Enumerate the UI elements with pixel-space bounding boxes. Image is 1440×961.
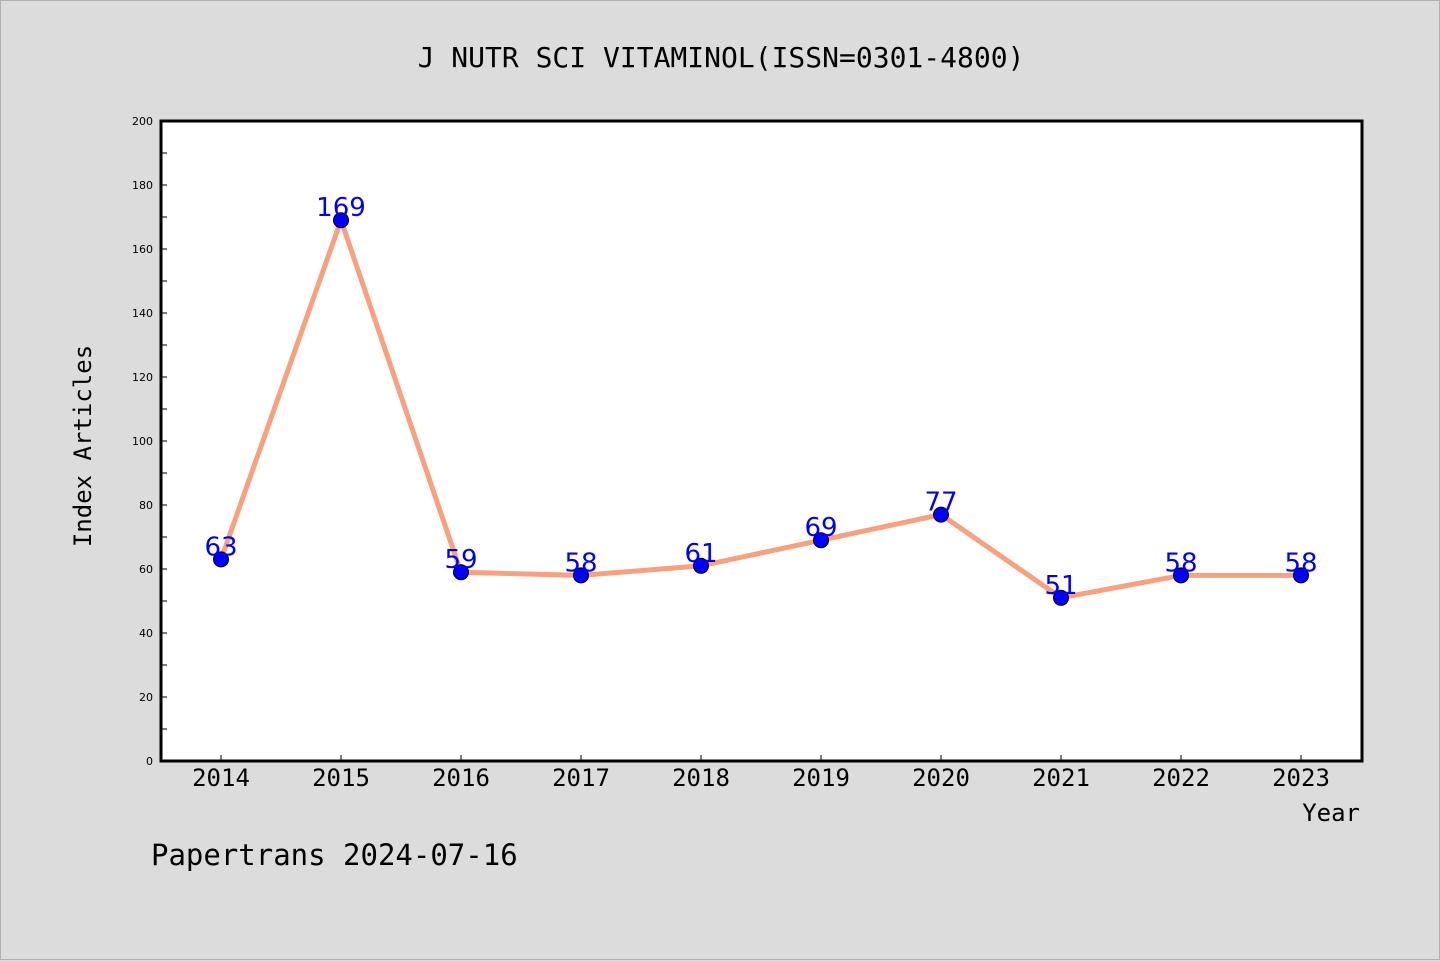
data-point bbox=[1053, 589, 1069, 606]
chart-title: J NUTR SCI VITAMINOL(ISSN=0301-4800) bbox=[418, 41, 1025, 74]
data-label: 69 bbox=[804, 513, 837, 543]
x-tick-label: 2021 bbox=[1032, 764, 1090, 792]
plot-area bbox=[159, 119, 1364, 763]
data-point bbox=[573, 567, 589, 584]
y-tick-label: 40 bbox=[139, 627, 153, 640]
series-line bbox=[218, 217, 1301, 601]
y-tick-label: 20 bbox=[139, 691, 153, 704]
y-tick-label: 80 bbox=[139, 499, 153, 512]
x-tick-label: 2016 bbox=[432, 764, 490, 792]
data-point bbox=[1173, 567, 1189, 584]
data-label: 61 bbox=[684, 539, 717, 569]
x-tick-label: 2020 bbox=[912, 764, 970, 792]
x-tick-label: 2022 bbox=[1152, 764, 1210, 792]
y-tick-label: 140 bbox=[132, 307, 153, 320]
y-tick-label: 160 bbox=[132, 243, 153, 256]
data-point bbox=[933, 506, 949, 523]
series-layer: 63 169 59 58 61 69 77 51 58 58 bbox=[204, 193, 1318, 606]
data-label: 63 bbox=[204, 532, 237, 562]
x-tick-label: 2019 bbox=[792, 764, 850, 792]
y-axis: 0 20 40 60 80 100 120 140 160 180 200 bbox=[132, 115, 167, 768]
data-label: 58 bbox=[564, 548, 597, 578]
y-axis-label: Index Articles bbox=[69, 345, 97, 547]
y-tick-label: 0 bbox=[146, 755, 153, 768]
x-tick-label: 2014 bbox=[192, 764, 250, 792]
data-label: 77 bbox=[924, 488, 957, 518]
y-tick-label: 120 bbox=[132, 371, 153, 384]
x-tick-label: 2018 bbox=[672, 764, 730, 792]
x-tick-label: 2015 bbox=[312, 764, 370, 792]
data-label: 58 bbox=[1284, 548, 1317, 578]
data-point bbox=[453, 564, 469, 581]
y-tick-label: 180 bbox=[132, 179, 153, 192]
x-tick-label: 2017 bbox=[552, 764, 610, 792]
data-point bbox=[1293, 567, 1309, 584]
data-label: 51 bbox=[1044, 571, 1077, 601]
x-axis: 2014 2015 2016 2017 2018 2019 2020 2021 2022 2023 bbox=[192, 755, 1330, 792]
data-point bbox=[333, 212, 349, 229]
data-label: 59 bbox=[444, 545, 477, 575]
data-point bbox=[213, 551, 229, 568]
y-tick-label: 200 bbox=[132, 115, 153, 128]
y-tick-label: 100 bbox=[132, 435, 153, 448]
x-axis-label: Year bbox=[1302, 799, 1360, 827]
data-point bbox=[813, 532, 829, 549]
data-label: 169 bbox=[316, 193, 366, 223]
footer-watermark: Papertrans 2024-07-16 bbox=[151, 838, 518, 872]
data-label: 58 bbox=[1164, 548, 1197, 578]
y-tick-label: 60 bbox=[139, 563, 153, 576]
x-tick-label: 2023 bbox=[1272, 764, 1330, 792]
data-point bbox=[693, 557, 709, 574]
